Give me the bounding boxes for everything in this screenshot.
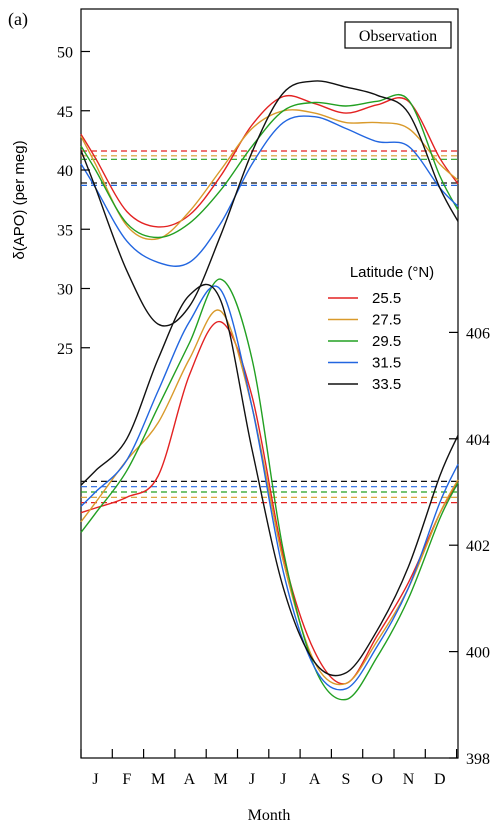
series-curve-top-31.5	[80, 115, 459, 267]
top-title: Observation	[359, 28, 437, 45]
legend-label-25.5: 25.5	[372, 290, 401, 307]
month-label-9: O	[371, 771, 383, 788]
right-ytick-label-2: 402	[466, 538, 490, 555]
month-label-4: M	[214, 771, 228, 788]
legend-label-31.5: 31.5	[372, 355, 401, 372]
axes-layer: 25 30 35 40 45 50 398 400 402 404 406 J F M A M J J A S O N D	[57, 45, 490, 789]
mean-lines-layer	[81, 150, 458, 504]
series-curve-bottom-29.5	[80, 278, 459, 701]
left-ytick-label-1: 30	[57, 282, 73, 299]
left-ytick-label-4: 45	[57, 104, 73, 121]
series-curve-top-33.5	[80, 80, 459, 327]
month-label-5: J	[249, 771, 255, 788]
month-label-7: A	[309, 771, 321, 788]
legend-label-27.5: 27.5	[372, 312, 401, 329]
series-curve-top-29.5	[80, 94, 459, 239]
month-label-11: D	[434, 771, 446, 788]
month-label-0: J	[92, 771, 98, 788]
curves-layer	[80, 80, 459, 701]
month-label-2: M	[151, 771, 165, 788]
left-ytick-label-3: 40	[57, 163, 73, 180]
month-label-3: A	[184, 771, 196, 788]
series-curve-bottom-31.5	[80, 285, 459, 691]
right-ytick-label-0: 398	[466, 751, 490, 768]
series-curve-top-25.5	[80, 94, 459, 228]
month-label-1: F	[122, 771, 131, 788]
series-curve-bottom-33.5	[80, 283, 459, 677]
top-title-box: Observation	[344, 21, 452, 49]
month-label-6: J	[280, 771, 286, 788]
right-ytick-label-3: 404	[466, 432, 490, 449]
left-ytick-label-0: 25	[57, 341, 73, 358]
month-label-8: S	[341, 771, 350, 788]
series-curve-top-27.5	[80, 109, 459, 241]
right-ytick-label-1: 400	[466, 645, 490, 662]
legend-label-33.5: 33.5	[372, 376, 401, 393]
series-curve-bottom-25.5	[80, 321, 459, 685]
top-ylabel: δ(APO) (per meg)	[11, 140, 28, 259]
plot-frame	[80, 8, 459, 759]
left-ytick-label-2: 35	[57, 222, 73, 239]
legend: Latitude (°N) 25.5 27.5 29.5 31.5 33.5	[328, 264, 434, 393]
panel-label: (a)	[8, 9, 28, 30]
right-ytick-label-4: 406	[466, 325, 490, 342]
xlabel: Month	[248, 807, 291, 824]
month-label-10: N	[403, 771, 415, 788]
legend-label-29.5: 29.5	[372, 333, 401, 350]
legend-title: Latitude (°N)	[350, 264, 434, 281]
left-ytick-label-5: 50	[57, 45, 73, 62]
